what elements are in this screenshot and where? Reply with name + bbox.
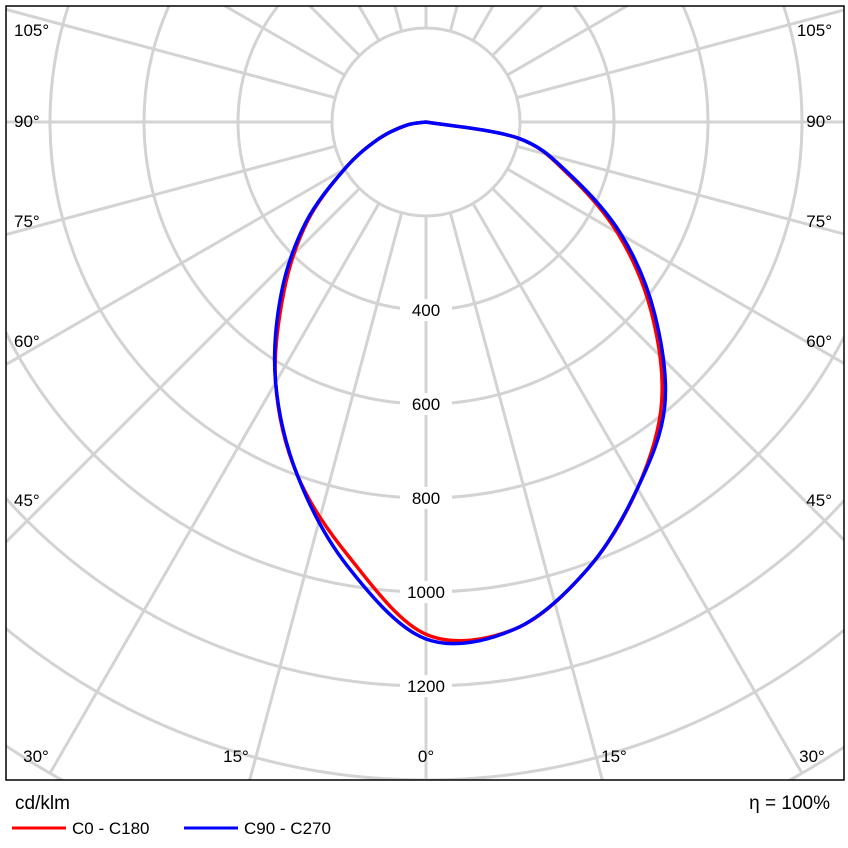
grid-spoke — [248, 212, 404, 780]
angle-label-bottom: 15° — [601, 747, 627, 766]
grid-spoke — [222, 6, 346, 77]
legend-label-c90-c270: C90 - C270 — [244, 819, 331, 838]
unit-label: cd/klm — [15, 793, 70, 814]
series-line-c90-c270 — [272, 120, 668, 646]
plot-frame — [5, 5, 845, 781]
grid-spoke — [307, 6, 361, 57]
angle-label-left: 60° — [14, 332, 40, 351]
radial-tick-bg — [400, 299, 452, 321]
angle-label-bottom: 15° — [223, 747, 249, 766]
grid-spoke — [6, 7, 336, 100]
radial-tick-label: 400 — [412, 301, 440, 320]
angle-label-left: 90° — [14, 112, 40, 131]
grid-spoke — [448, 212, 604, 780]
angle-label-bottom: 30° — [799, 747, 825, 766]
series-group — [272, 120, 668, 646]
angle-label-right: 90° — [806, 112, 832, 131]
grid-spoke — [448, 6, 459, 32]
angle-label-right: 60° — [806, 332, 832, 351]
axis-labels: 400 600 800 1000 1200 105° 90° 75° 60° 45° 105° 90°… — [14, 21, 832, 766]
grid-spoke — [516, 144, 844, 236]
grid-ring — [6, 626, 844, 780]
series-line-c0-c180 — [273, 120, 664, 643]
radial-tick-label: 600 — [412, 395, 440, 414]
grid-spoke — [516, 8, 844, 100]
radial-tick-label: 800 — [412, 489, 440, 508]
grid-spoke — [506, 6, 630, 77]
angle-label-right: 45° — [806, 491, 832, 510]
angle-label-bottom: 0° — [418, 747, 434, 766]
grid-spoke — [491, 187, 844, 543]
radial-tick-bg — [400, 393, 452, 415]
efficiency-label: η = 100% — [749, 793, 830, 814]
radial-tick-bg — [400, 581, 452, 603]
radial-tick-bg — [400, 487, 452, 509]
grid-spoke — [48, 202, 381, 775]
angle-label-left: 75° — [14, 212, 40, 231]
legend-label-c0-c180: C0 - C180 — [72, 819, 149, 838]
angle-label-right: 75° — [806, 212, 832, 231]
angle-label-right: 105° — [797, 21, 832, 40]
grid-spoke — [393, 6, 404, 32]
grid-spoke — [6, 167, 346, 367]
grid-spoke — [506, 167, 844, 366]
grid-spoke — [6, 187, 361, 545]
radial-tick-label: 1000 — [407, 583, 445, 602]
radial-tick-bg — [400, 675, 452, 697]
grid-spoke — [6, 144, 336, 237]
radial-tick-label: 1200 — [407, 677, 445, 696]
angle-label-bottom: 30° — [23, 747, 49, 766]
angle-label-left: 45° — [14, 491, 40, 510]
angle-label-left: 105° — [14, 21, 49, 40]
